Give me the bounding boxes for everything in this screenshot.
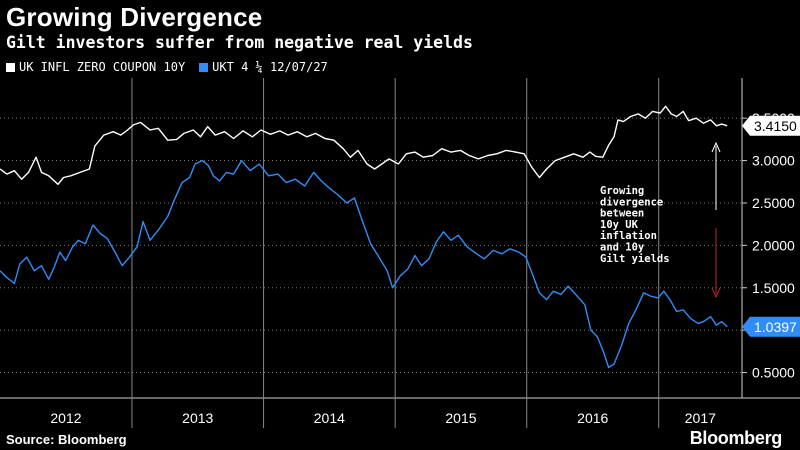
y-tick-label: 2.0000 <box>752 237 795 253</box>
last-value-label: 1.0397 <box>754 319 797 335</box>
last-value-tag <box>742 316 800 337</box>
arrow-down-icon <box>711 287 721 299</box>
legend-label-gilt: UKT 4 ¼ 12/07/27 <box>212 60 328 74</box>
arrow-up-icon <box>711 141 721 153</box>
y-tick-label: 0.5000 <box>752 365 795 381</box>
legend-item-inflation: UK INFL ZERO COUPON 10Y <box>6 60 185 74</box>
chart-title: Growing Divergence <box>6 2 263 32</box>
y-tick-label: 3.0000 <box>752 153 795 169</box>
annotation-line: and 10y <box>600 242 645 254</box>
annotation-line: divergence <box>600 196 663 208</box>
annotation-line: inflation <box>600 230 657 242</box>
last-value-tag <box>742 115 800 136</box>
annotation-line: 10y UK <box>600 219 639 231</box>
annotation-text: Growing divergence between 10y UK inflation a… <box>600 185 670 265</box>
series-line-inflation <box>0 105 728 185</box>
x-tick-label: 2012 <box>50 410 81 426</box>
legend-item-gilt: UKT 4 ¼ 12/07/27 <box>199 60 328 74</box>
x-tick-label: 2017 <box>685 410 716 426</box>
annotation-line: Growing <box>600 185 644 197</box>
chart-subtitle: Gilt investors suffer from negative real… <box>6 33 473 52</box>
x-tick-label: 2013 <box>182 410 213 426</box>
legend-label-inflation: UK INFL ZERO COUPON 10Y <box>19 60 186 74</box>
legend-swatch-white <box>6 62 15 72</box>
y-tick-label: 1.5000 <box>752 280 795 296</box>
bloomberg-logo: Bloomberg <box>689 428 783 448</box>
series-line-gilt <box>0 159 728 369</box>
annotation-line: between <box>600 208 644 220</box>
last-value-label: 3.4150 <box>754 118 797 134</box>
legend: UK INFL ZERO COUPON 10Y UKT 4 ¼ 12/07/27 <box>6 60 328 74</box>
x-tick-label: 2014 <box>314 410 345 426</box>
y-tick-label: 2.5000 <box>752 195 795 211</box>
legend-swatch-blue <box>199 62 209 72</box>
annotation-line: Gilt yields <box>600 253 670 265</box>
x-tick-label: 2016 <box>577 410 608 426</box>
x-tick-label: 2015 <box>445 410 476 426</box>
source-note: Source: Bloomberg <box>6 432 127 447</box>
